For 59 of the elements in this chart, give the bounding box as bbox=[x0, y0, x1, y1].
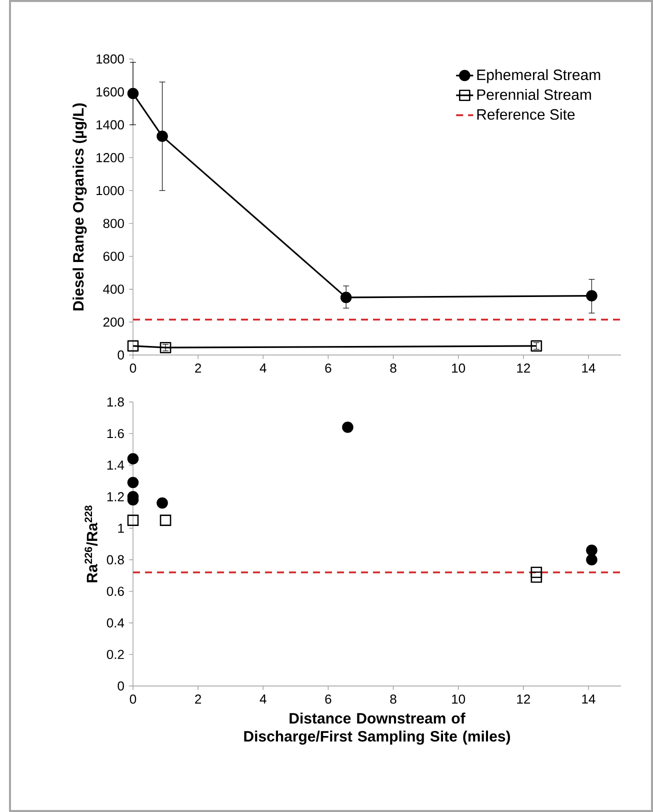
point bbox=[342, 422, 354, 433]
y-tick-label: 400 bbox=[103, 284, 124, 294]
y-tick-label: 800 bbox=[103, 218, 124, 228]
point bbox=[530, 566, 542, 578]
legend-label: Ephemeral Stream bbox=[477, 69, 600, 84]
y-axis-title: Diesel Range Organics (µg/L) bbox=[72, 103, 87, 310]
y-tick-label: 600 bbox=[103, 252, 124, 261]
point bbox=[160, 342, 172, 354]
x-tick-label: 0 bbox=[130, 694, 136, 704]
x-axis-title: Distance Downstream of Discharge/First Sampling Site (miles) bbox=[244, 712, 510, 745]
y-tick-label: 1 bbox=[118, 524, 124, 533]
point bbox=[127, 514, 139, 526]
x-tick-label: 12 bbox=[517, 364, 530, 373]
x-tick-label: 4 bbox=[260, 364, 266, 372]
y-tick-label: 0 bbox=[118, 681, 124, 691]
point bbox=[160, 514, 172, 526]
y-tick-label: 1.8 bbox=[107, 397, 124, 407]
x-tick-label: 14 bbox=[582, 364, 596, 372]
y-tick-label: 1.6 bbox=[107, 428, 124, 438]
y-axis-title: Ra$^{226}$/Ra$^{228}$ bbox=[84, 506, 98, 582]
legend-label: Perennial Stream bbox=[477, 88, 591, 100]
y-tick-label: 0.8 bbox=[106, 555, 124, 564]
point bbox=[586, 290, 598, 302]
point bbox=[340, 292, 352, 304]
point bbox=[530, 571, 542, 583]
y-tick-label: 1.4 bbox=[107, 460, 124, 470]
x-tick-label: 2 bbox=[195, 694, 202, 704]
point bbox=[127, 88, 139, 100]
x-tick-label: 6 bbox=[325, 364, 332, 373]
y-tick-label: 0.2 bbox=[106, 650, 124, 660]
point bbox=[156, 497, 168, 509]
y-tick-label: 0.6 bbox=[106, 586, 124, 596]
x-tick-label: 2 bbox=[195, 364, 202, 373]
y-tick-label: 0.4 bbox=[106, 618, 124, 628]
point bbox=[127, 476, 139, 488]
point bbox=[127, 453, 139, 464]
y-tick-label: 1000 bbox=[96, 186, 124, 196]
legend-label: Reference Site bbox=[477, 108, 575, 120]
point bbox=[586, 544, 598, 556]
y-tick-label: 1800 bbox=[96, 54, 124, 64]
y-tick-label: 1.2 bbox=[107, 492, 124, 502]
x-tick-label: 4 bbox=[260, 694, 266, 704]
x-tick-label: 10 bbox=[452, 694, 466, 704]
point bbox=[586, 554, 598, 566]
y-tick-label: 0 bbox=[118, 350, 124, 360]
x-tick-label: 14 bbox=[582, 694, 596, 704]
point bbox=[127, 340, 139, 352]
x-tick-label: 8 bbox=[390, 364, 396, 373]
y-tick-label: 1200 bbox=[96, 153, 124, 162]
x-tick-label: 10 bbox=[452, 364, 466, 373]
point bbox=[530, 340, 542, 352]
x-tick-label: 6 bbox=[325, 694, 332, 704]
x-tick-label: 0 bbox=[130, 364, 136, 373]
point bbox=[156, 130, 168, 142]
y-tick-label: 1400 bbox=[96, 120, 124, 130]
y-tick-label: 1600 bbox=[96, 87, 124, 96]
x-tick-label: 12 bbox=[517, 694, 530, 704]
x-tick-label: 8 bbox=[390, 694, 396, 704]
y-tick-label: 200 bbox=[103, 318, 124, 327]
